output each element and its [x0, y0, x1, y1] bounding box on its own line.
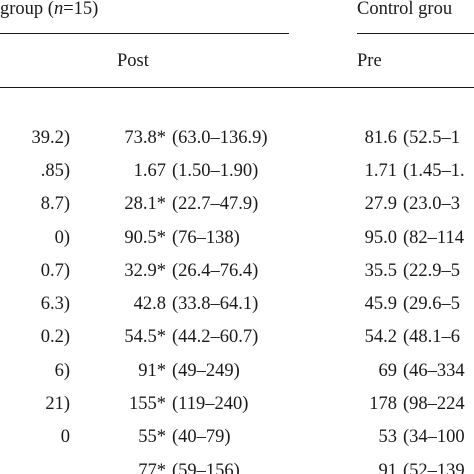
pre-value-cell: 178 [369, 394, 397, 415]
left-ci-cell: 0) [54, 227, 70, 248]
group-header-prefix: group ( [0, 0, 54, 19]
pre-value-cell: 54.2 [364, 327, 397, 348]
post-value-cell: 155* [129, 394, 166, 415]
left-ci-cell: 21) [45, 394, 70, 415]
left-ci-cell: 0.2) [40, 327, 70, 348]
post-ci-cell: (1.50–1.90) [172, 161, 259, 182]
header-bottom-rule [0, 87, 474, 88]
pre-value-cell: 45.9 [364, 294, 397, 314]
pre-ci-cell: (1.45–1. [403, 161, 465, 182]
left-ci-cell: .85) [40, 161, 70, 182]
pre-ci-cell: (29.6–5 [403, 294, 461, 314]
left-ci-cell: 6) [54, 361, 70, 381]
post-value-cell: 1.67 [133, 161, 166, 182]
post-value-cell: 28.1* [124, 194, 166, 215]
pre-ci-cell: (23.0–3 [403, 194, 461, 215]
pre-ci-cell: (98–224 [403, 394, 465, 415]
post-value-cell: 55* [138, 427, 166, 448]
pre-ci-cell: (82–114 [403, 227, 464, 248]
group2-header-rule [357, 33, 474, 34]
post-value-cell: 42.8 [133, 294, 166, 314]
group1-header-rule [0, 33, 289, 34]
post-ci-cell: (119–240) [172, 394, 249, 415]
post-ci-cell: (59–156) [172, 460, 240, 474]
post-column-header: Post [117, 51, 149, 71]
n-variable: n [53, 0, 64, 19]
pre-ci-cell: (46–334 [403, 361, 465, 381]
pre-value-cell: 81.6 [364, 128, 397, 148]
pre-value-cell: 53 [378, 427, 398, 448]
post-ci-cell: (49–249) [172, 361, 240, 381]
post-ci-cell: (76–138) [172, 227, 240, 248]
pre-value-cell: 1.71 [364, 161, 397, 182]
post-value-cell: 91* [138, 361, 166, 381]
left-ci-cell: 0.7) [40, 260, 70, 281]
post-ci-cell: (33.8–64.1) [172, 294, 259, 314]
post-value-cell: 90.5* [124, 227, 166, 248]
post-value-cell: 73.8* [124, 128, 166, 148]
pre-value-cell: 69 [378, 361, 398, 381]
pre-value-cell: 27.9 [364, 194, 397, 215]
control-group-header: Control grou [357, 0, 453, 19]
post-ci-cell: (63.0–136.9) [172, 128, 268, 148]
post-value-cell: 54.5* [124, 327, 166, 348]
post-ci-cell: (44.2–60.7) [172, 327, 259, 348]
pre-value-cell: 35.5 [364, 260, 397, 281]
group-header-suffix: =15) [63, 0, 99, 19]
pre-ci-cell: (52.5–1 [403, 128, 461, 148]
pre-value-cell: 91 [378, 460, 398, 474]
left-ci-cell: 39.2) [31, 128, 70, 148]
post-ci-cell: (22.7–47.9) [172, 194, 259, 215]
left-ci-cell: 6.3) [40, 294, 70, 314]
pre-value-cell: 95.0 [364, 227, 397, 248]
pre-column-header: Pre [357, 51, 382, 71]
post-ci-cell: (26.4–76.4) [172, 260, 259, 281]
left-ci-cell: 8.7) [40, 194, 70, 215]
pre-ci-cell: (22.9–5 [403, 260, 461, 281]
post-value-cell: 77* [138, 460, 166, 474]
pre-ci-cell: (34–100 [403, 427, 465, 448]
pre-ci-cell: (48.1–6 [403, 327, 461, 348]
intervention-group-header: group (n=15) [0, 0, 98, 20]
pre-ci-cell: (52–139 [403, 460, 465, 474]
left-ci-cell: 0 [60, 427, 70, 448]
post-value-cell: 32.9* [124, 260, 166, 281]
post-ci-cell: (40–79) [172, 427, 231, 448]
